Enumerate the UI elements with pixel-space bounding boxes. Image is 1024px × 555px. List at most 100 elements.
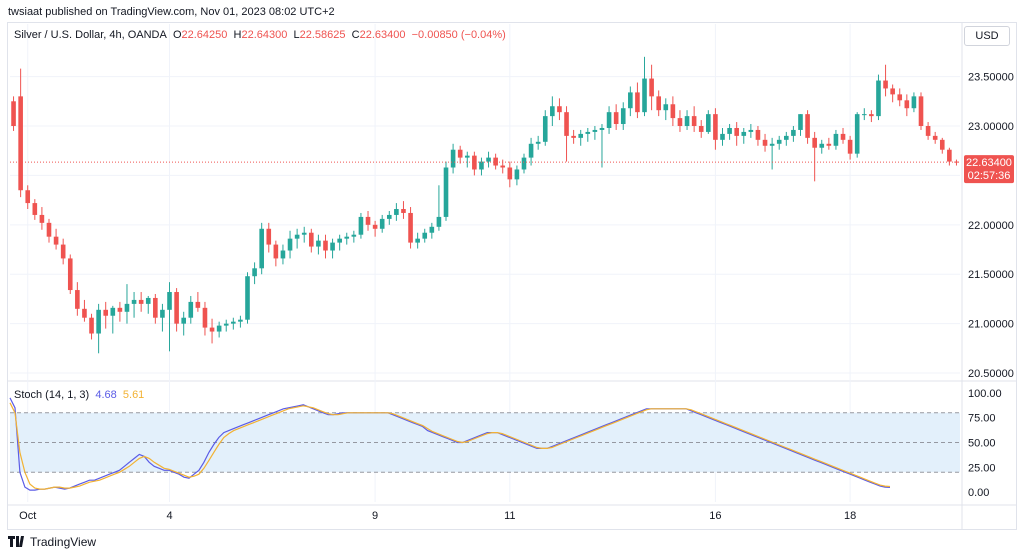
open-label: O xyxy=(172,29,182,41)
close-label: C xyxy=(351,29,360,41)
candle-body xyxy=(266,228,272,245)
candle xyxy=(635,82,640,119)
stoch-tick-label: 100.00 xyxy=(968,388,1002,400)
candle xyxy=(861,108,867,121)
candle-body xyxy=(145,297,151,304)
candle xyxy=(372,220,378,237)
candle-body xyxy=(911,96,917,109)
candle xyxy=(60,238,66,265)
candle xyxy=(727,124,732,140)
candle-body xyxy=(223,323,229,326)
candle xyxy=(578,129,584,146)
candle xyxy=(762,133,768,152)
candle-body xyxy=(301,232,307,235)
candle xyxy=(585,127,591,142)
candle-body xyxy=(493,157,498,166)
candle xyxy=(720,127,725,146)
candle-body xyxy=(642,78,647,113)
candle-body xyxy=(25,190,31,204)
candle xyxy=(840,127,846,144)
candle xyxy=(854,112,860,158)
candle xyxy=(528,137,534,166)
candle-body xyxy=(160,309,165,318)
price-axis: 23.5000023.0000022.5000022.0000021.50000… xyxy=(968,72,1014,380)
candle xyxy=(954,159,959,166)
candle xyxy=(911,92,917,113)
bar-countdown: 02:57:36 xyxy=(968,170,1011,182)
candle xyxy=(252,262,257,285)
candle-body xyxy=(861,114,867,116)
candle xyxy=(507,161,513,188)
candle-body xyxy=(401,209,406,213)
candle-body xyxy=(684,116,690,126)
candle-body xyxy=(472,155,477,170)
tradingview-icon xyxy=(8,535,26,550)
candle-body xyxy=(635,92,640,113)
candle-body xyxy=(833,133,839,146)
candle-body xyxy=(216,325,222,332)
candle xyxy=(245,272,250,324)
candle-body xyxy=(755,129,761,140)
candle xyxy=(181,311,186,336)
currency-button[interactable]: USD xyxy=(964,26,1010,46)
candle-body xyxy=(762,139,768,146)
candle-body xyxy=(188,301,194,318)
candle xyxy=(571,129,576,144)
stoch-tick-label: 50.00 xyxy=(968,438,996,450)
low-label: L xyxy=(293,29,300,41)
open-value: 22.64250 xyxy=(181,29,228,41)
candle xyxy=(847,135,853,160)
candle xyxy=(110,305,116,334)
candle xyxy=(394,203,399,221)
candle xyxy=(280,244,286,265)
candle xyxy=(464,151,470,168)
candle-body xyxy=(287,238,293,251)
candle-body xyxy=(628,92,633,109)
candle-body xyxy=(53,236,59,245)
candle-body xyxy=(82,308,87,318)
candle xyxy=(401,201,406,219)
ohlc-legend: Silver / U.S. Dollar, 4h, OANDA O22.6425… xyxy=(14,29,506,41)
candle xyxy=(18,68,23,198)
candle xyxy=(628,86,633,117)
candle-body xyxy=(599,127,605,130)
candle-body xyxy=(372,224,378,229)
candle-body xyxy=(167,292,172,310)
candle xyxy=(138,292,144,312)
candle-body xyxy=(578,133,584,138)
candle xyxy=(443,161,449,221)
price-tick-label: 21.50000 xyxy=(968,269,1014,281)
candle-body xyxy=(202,307,208,328)
candle xyxy=(833,129,839,150)
stoch-d-line xyxy=(9,402,891,490)
candle-body xyxy=(592,129,598,132)
candle xyxy=(706,110,711,134)
candle-body xyxy=(535,141,541,144)
candle-body xyxy=(245,276,250,320)
tradingview-logo[interactable]: TradingView xyxy=(8,535,96,550)
candle xyxy=(301,226,307,243)
candle xyxy=(486,151,491,168)
close-value: 22.63400 xyxy=(359,29,406,41)
candle-body xyxy=(528,143,534,158)
candle xyxy=(323,234,328,259)
symbol-name: Silver / U.S. Dollar, 4h, OANDA xyxy=(14,29,167,41)
candle-body xyxy=(698,126,704,132)
candle xyxy=(472,151,477,176)
candle-body xyxy=(663,104,669,111)
candle-body xyxy=(734,127,739,136)
candle xyxy=(734,122,739,146)
candle-body xyxy=(436,216,442,227)
candle xyxy=(684,110,690,130)
candle-body xyxy=(869,114,874,117)
candle-body xyxy=(273,244,279,259)
publish-info: twsiaat published on TradingView.com, No… xyxy=(8,6,335,18)
candle-body xyxy=(138,299,144,304)
candle-body xyxy=(67,258,73,291)
candle-body xyxy=(294,234,300,239)
candle-body xyxy=(450,149,456,168)
candle xyxy=(358,212,364,239)
candle-body xyxy=(826,143,832,146)
candle xyxy=(897,88,903,107)
